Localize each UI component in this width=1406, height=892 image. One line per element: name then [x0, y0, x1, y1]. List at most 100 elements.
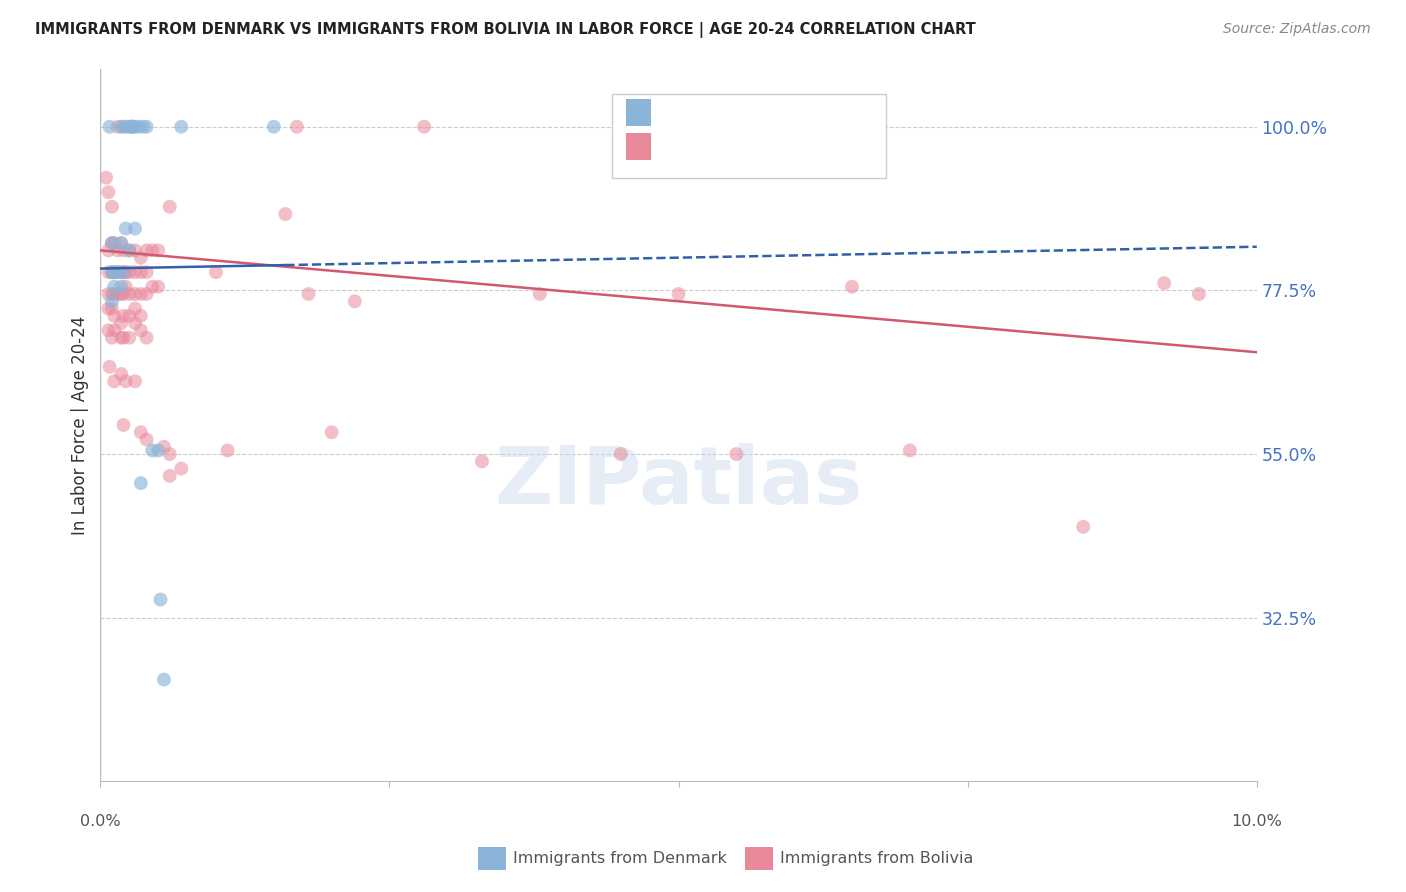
- Text: 10.0%: 10.0%: [1232, 814, 1282, 830]
- Point: [114, 120, 136, 134]
- Point: [841, 279, 863, 293]
- Point: [103, 374, 125, 388]
- Point: [129, 425, 152, 440]
- Point: [101, 287, 124, 301]
- Text: Source: ZipAtlas.com: Source: ZipAtlas.com: [1223, 22, 1371, 37]
- Point: [217, 443, 239, 458]
- Point: [413, 120, 436, 134]
- Point: [114, 221, 136, 235]
- Point: [146, 244, 169, 258]
- Point: [107, 244, 129, 258]
- Point: [101, 301, 124, 316]
- Point: [110, 120, 132, 134]
- Point: [124, 221, 146, 235]
- Point: [124, 374, 146, 388]
- Point: [609, 447, 631, 461]
- Point: [97, 287, 120, 301]
- Point: [101, 265, 124, 279]
- Point: [135, 244, 157, 258]
- Point: [112, 120, 135, 134]
- Point: [128, 120, 150, 134]
- Text: 0.0%: 0.0%: [80, 814, 121, 830]
- Point: [135, 265, 157, 279]
- Point: [118, 244, 141, 258]
- Point: [1071, 520, 1094, 534]
- Text: 0.018: 0.018: [696, 104, 754, 122]
- Point: [110, 316, 132, 330]
- Point: [118, 265, 141, 279]
- Point: [274, 207, 297, 221]
- Point: [1188, 287, 1211, 301]
- Point: [321, 425, 343, 440]
- Point: [159, 468, 181, 483]
- Point: [101, 294, 124, 309]
- Point: [153, 440, 176, 454]
- Point: [101, 200, 124, 214]
- Point: [153, 673, 176, 687]
- Point: [103, 265, 125, 279]
- Point: [118, 287, 141, 301]
- Point: [103, 265, 125, 279]
- Point: [110, 287, 132, 301]
- Point: [132, 120, 155, 134]
- Point: [101, 236, 124, 251]
- Point: [97, 265, 120, 279]
- Point: [118, 309, 141, 323]
- Point: [135, 433, 157, 447]
- Point: [343, 294, 366, 309]
- Point: [135, 331, 157, 345]
- Point: [103, 287, 125, 301]
- Point: [112, 244, 135, 258]
- Point: [118, 331, 141, 345]
- Text: N =: N =: [759, 104, 799, 122]
- Point: [141, 443, 163, 458]
- Text: ZIPatlas: ZIPatlas: [495, 443, 863, 521]
- Point: [112, 265, 135, 279]
- Text: Immigrants from Bolivia: Immigrants from Bolivia: [780, 851, 974, 865]
- Point: [101, 236, 124, 251]
- Point: [112, 417, 135, 432]
- Text: 90: 90: [801, 138, 827, 156]
- Point: [121, 120, 143, 134]
- Point: [94, 170, 117, 185]
- Point: [110, 236, 132, 251]
- Point: [107, 120, 129, 134]
- Text: 32: 32: [801, 104, 827, 122]
- Point: [297, 287, 319, 301]
- Point: [170, 461, 193, 475]
- Point: [114, 279, 136, 293]
- Point: [124, 244, 146, 258]
- Text: IMMIGRANTS FROM DENMARK VS IMMIGRANTS FROM BOLIVIA IN LABOR FORCE | AGE 20-24 CO: IMMIGRANTS FROM DENMARK VS IMMIGRANTS FR…: [35, 22, 976, 38]
- Point: [146, 279, 169, 293]
- Point: [668, 287, 690, 301]
- Point: [146, 443, 169, 458]
- Point: [118, 120, 141, 134]
- Point: [110, 236, 132, 251]
- Point: [103, 236, 125, 251]
- Point: [159, 200, 181, 214]
- Point: [129, 265, 152, 279]
- Point: [97, 185, 120, 199]
- Point: [205, 265, 228, 279]
- Point: [112, 331, 135, 345]
- Point: [103, 323, 125, 337]
- Point: [114, 374, 136, 388]
- Point: [112, 287, 135, 301]
- Point: [97, 301, 120, 316]
- Point: [101, 331, 124, 345]
- Y-axis label: In Labor Force | Age 20-24: In Labor Force | Age 20-24: [72, 316, 89, 534]
- Point: [124, 287, 146, 301]
- Point: [124, 301, 146, 316]
- Point: [124, 265, 146, 279]
- Point: [97, 244, 120, 258]
- Point: [103, 309, 125, 323]
- Point: [149, 592, 172, 607]
- Point: [110, 279, 132, 293]
- Point: [101, 265, 124, 279]
- Point: [129, 476, 152, 491]
- Point: [898, 443, 921, 458]
- Point: [124, 316, 146, 330]
- Point: [725, 447, 748, 461]
- Point: [159, 447, 181, 461]
- Text: R =: R =: [665, 104, 704, 122]
